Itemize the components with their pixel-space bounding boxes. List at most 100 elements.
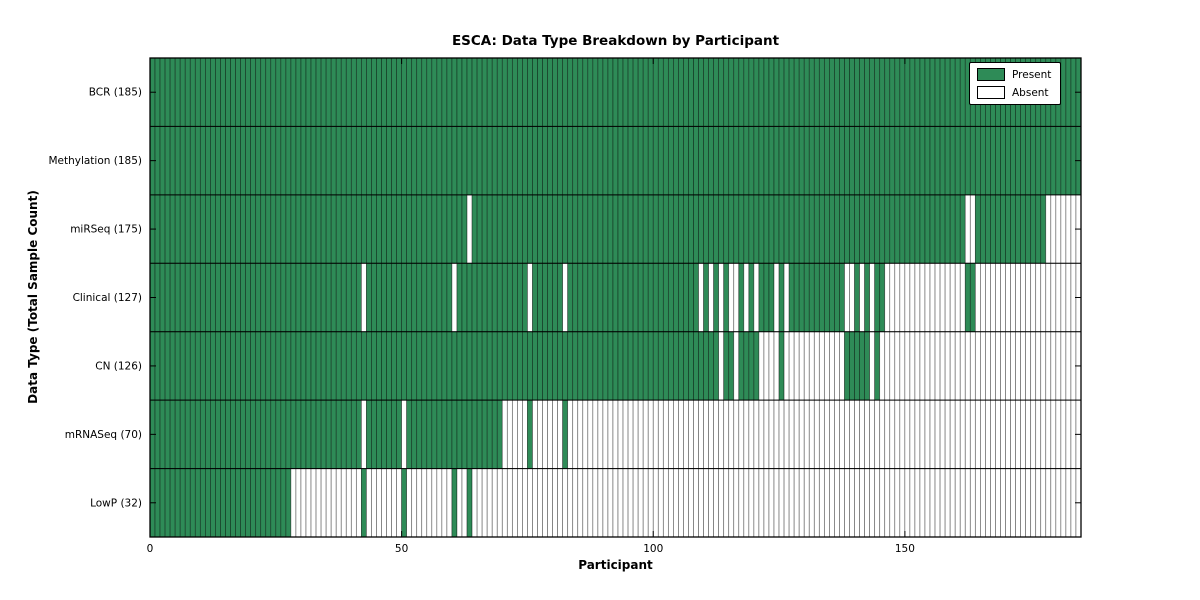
matrix-cell — [919, 57, 926, 127]
matrix-cell — [879, 331, 886, 401]
matrix-cell — [859, 468, 865, 538]
matrix-cell — [788, 194, 795, 264]
matrix-cell — [486, 194, 493, 264]
matrix-cell — [542, 57, 548, 127]
matrix-cell — [547, 57, 553, 127]
matrix-cell — [371, 262, 377, 333]
matrix-cell — [632, 126, 639, 196]
matrix-cell — [909, 126, 916, 196]
matrix-cell — [783, 262, 790, 333]
matrix-cell — [491, 194, 498, 264]
matrix-cell — [255, 194, 262, 264]
matrix-cell — [350, 468, 357, 538]
matrix-cell — [657, 57, 664, 127]
matrix-cell — [270, 262, 277, 333]
matrix-cell — [280, 194, 287, 264]
matrix-cell — [179, 262, 186, 333]
matrix-cell — [844, 468, 850, 538]
matrix-cell — [421, 57, 428, 127]
matrix-cell — [647, 399, 654, 469]
matrix-cell — [361, 331, 367, 401]
matrix-cell — [647, 126, 654, 196]
matrix-cell — [813, 262, 820, 333]
matrix-cell — [869, 57, 876, 127]
matrix-cell — [839, 262, 845, 333]
matrix-cell — [557, 468, 564, 538]
matrix-cell — [854, 194, 860, 264]
matrix-cell — [773, 57, 780, 127]
matrix-cell — [547, 194, 553, 264]
matrix-cell — [1040, 331, 1047, 401]
matrix-cell — [798, 194, 805, 264]
y-tick-label: mRNASeq (70) — [65, 429, 142, 441]
matrix-cell — [738, 262, 745, 333]
matrix-cell — [220, 399, 226, 469]
matrix-cell — [763, 399, 770, 469]
matrix-cell — [421, 194, 428, 264]
matrix-cell — [793, 194, 800, 264]
matrix-cell — [371, 331, 377, 401]
matrix-cell — [718, 194, 725, 264]
matrix-cell — [340, 194, 347, 264]
matrix-cell — [532, 262, 538, 333]
matrix-cell — [728, 57, 735, 127]
matrix-cell — [325, 262, 332, 333]
matrix-cell — [1010, 331, 1016, 401]
matrix-cell — [199, 262, 206, 333]
matrix-cell — [345, 262, 352, 333]
matrix-cell — [355, 331, 362, 401]
matrix-cell — [944, 331, 951, 401]
matrix-cell — [914, 57, 921, 127]
matrix-cell — [391, 262, 397, 333]
matrix-cell — [899, 468, 906, 538]
matrix-cell — [275, 126, 282, 196]
matrix-cell — [939, 331, 946, 401]
matrix-cell — [823, 126, 830, 196]
matrix-cell — [361, 194, 367, 264]
matrix-cell — [189, 57, 196, 127]
matrix-cell — [215, 331, 221, 401]
matrix-cell — [260, 262, 267, 333]
matrix-cell — [738, 194, 745, 264]
matrix-cell — [431, 468, 438, 538]
matrix-cell — [300, 194, 307, 264]
matrix-cell — [829, 57, 835, 127]
matrix-cell — [662, 126, 669, 196]
matrix-cell — [995, 468, 1001, 538]
y-tick-label: LowP (32) — [90, 497, 142, 509]
matrix-cell — [446, 399, 453, 469]
matrix-cell — [466, 331, 473, 401]
matrix-cell — [637, 468, 644, 538]
matrix-cell — [597, 262, 604, 333]
y-tick-label: miRSeq (175) — [70, 224, 142, 236]
matrix-cell — [270, 126, 277, 196]
matrix-cell — [607, 399, 614, 469]
matrix-cell — [199, 126, 206, 196]
matrix-cell — [708, 126, 714, 196]
matrix-cell — [904, 468, 911, 538]
matrix-cell — [431, 262, 438, 333]
matrix-cell — [798, 468, 805, 538]
matrix-cell — [864, 57, 870, 127]
matrix-cell — [527, 57, 533, 127]
matrix-cell — [904, 57, 911, 127]
matrix-cell — [854, 331, 860, 401]
matrix-cell — [184, 126, 191, 196]
matrix-cell — [969, 468, 976, 538]
matrix-cell — [481, 399, 488, 469]
matrix-cell — [823, 468, 830, 538]
matrix-cell — [602, 194, 609, 264]
matrix-cell — [808, 194, 815, 264]
matrix-cell — [511, 262, 518, 333]
matrix-cell — [1065, 468, 1072, 538]
matrix-cell — [567, 468, 574, 538]
matrix-cell — [527, 194, 533, 264]
matrix-cell — [522, 126, 528, 196]
matrix-cell — [773, 126, 780, 196]
matrix-cell — [350, 331, 357, 401]
matrix-cell — [537, 331, 543, 401]
matrix-cell — [944, 126, 951, 196]
matrix-cell — [401, 126, 407, 196]
matrix-cell — [345, 194, 352, 264]
